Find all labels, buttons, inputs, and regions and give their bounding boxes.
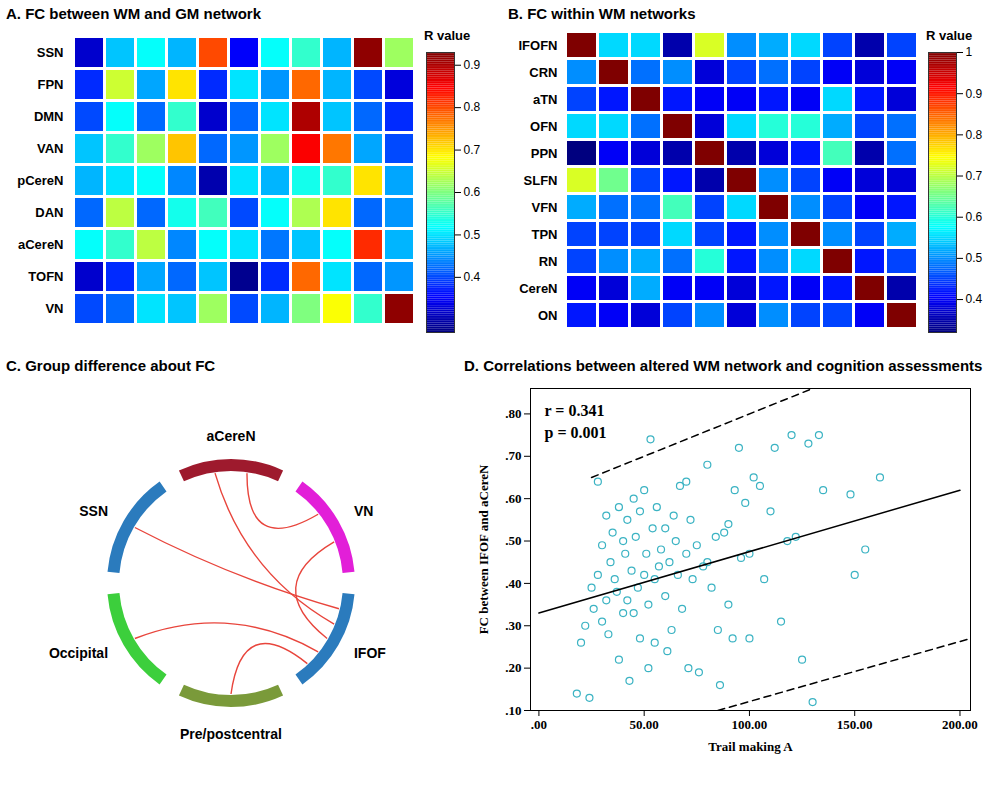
- svg-text:aCereN: aCereN: [206, 428, 255, 444]
- svg-text:pCereN: pCereN: [17, 173, 63, 188]
- svg-text:.60: .60: [505, 491, 521, 506]
- html-text:R value: R value: [424, 28, 471, 43]
- svg-text:.50: .50: [505, 533, 521, 548]
- svg-text:0.9: 0.9: [966, 87, 983, 101]
- svg-text:r = 0.341: r = 0.341: [545, 402, 605, 419]
- svg-text:SLFN: SLFN: [524, 173, 558, 188]
- svg-text:Occipital: Occipital: [49, 645, 108, 661]
- svg-text:FC between IFOF and aCereN: FC between IFOF and aCereN: [476, 464, 491, 634]
- svg-text:.40: .40: [505, 576, 521, 591]
- svg-text:CRN: CRN: [529, 65, 557, 80]
- html-text:C. Group difference about FC: C. Group difference about FC: [6, 357, 216, 374]
- svg-text:0.7: 0.7: [464, 143, 481, 157]
- svg-text:.30: .30: [505, 618, 521, 633]
- svg-text:CereN: CereN: [519, 281, 557, 296]
- svg-text:0.6: 0.6: [966, 210, 983, 224]
- svg-text:0.8: 0.8: [464, 100, 481, 114]
- svg-text:SSN: SSN: [79, 503, 108, 519]
- svg-text:200.00: 200.00: [942, 717, 978, 732]
- svg-text:0.6: 0.6: [464, 185, 481, 199]
- svg-text:.10: .10: [505, 703, 521, 718]
- svg-text:FPN: FPN: [38, 77, 64, 92]
- svg-text:p = 0.001: p = 0.001: [545, 424, 607, 442]
- svg-text:aTN: aTN: [533, 92, 558, 107]
- svg-text:VFN: VFN: [532, 200, 558, 215]
- html-text:A. FC between WM and GM networ: A. FC between WM and GM network: [6, 5, 261, 22]
- svg-text:1: 1: [966, 46, 973, 59]
- svg-text:.20: .20: [505, 660, 521, 675]
- svg-text:VAN: VAN: [37, 141, 63, 156]
- svg-text:150.00: 150.00: [837, 717, 873, 732]
- svg-text:ON: ON: [538, 308, 558, 323]
- svg-text:PPN: PPN: [531, 146, 558, 161]
- svg-text:aCereN: aCereN: [18, 237, 64, 252]
- html-text:B. FC within WM networks: B. FC within WM networks: [508, 5, 696, 22]
- svg-text:.70: .70: [505, 448, 521, 463]
- svg-text:.00: .00: [531, 717, 547, 732]
- svg-text:100.00: 100.00: [732, 717, 768, 732]
- svg-text:Trail making A: Trail making A: [708, 739, 793, 754]
- svg-text:RN: RN: [539, 254, 558, 269]
- svg-text:TOFN: TOFN: [28, 269, 63, 284]
- svg-text:VN: VN: [45, 301, 63, 316]
- svg-text:0.4: 0.4: [966, 292, 983, 306]
- svg-text:0.8: 0.8: [966, 128, 983, 142]
- svg-text:IFOF: IFOF: [354, 645, 386, 661]
- svg-text:IFOFN: IFOFN: [519, 38, 558, 53]
- svg-text:0.9: 0.9: [464, 58, 481, 72]
- html-text:D. Correlations between altere: D. Correlations between altered WM netwo…: [464, 357, 983, 374]
- svg-text:.80: .80: [505, 406, 521, 421]
- svg-text:SSN: SSN: [37, 45, 64, 60]
- svg-text:0.4: 0.4: [464, 270, 481, 284]
- svg-text:DMN: DMN: [34, 109, 64, 124]
- svg-text:0.5: 0.5: [464, 228, 481, 242]
- svg-text:TPN: TPN: [532, 227, 558, 242]
- svg-text:0.5: 0.5: [966, 251, 983, 265]
- svg-text:0.7: 0.7: [966, 169, 983, 183]
- svg-text:VN: VN: [354, 503, 373, 519]
- svg-text:50.00: 50.00: [630, 717, 659, 732]
- svg-text:Pre/postcentral: Pre/postcentral: [180, 726, 282, 742]
- svg-text:OFN: OFN: [530, 119, 557, 134]
- html-text:R value: R value: [926, 28, 973, 43]
- svg-text:DAN: DAN: [35, 205, 63, 220]
